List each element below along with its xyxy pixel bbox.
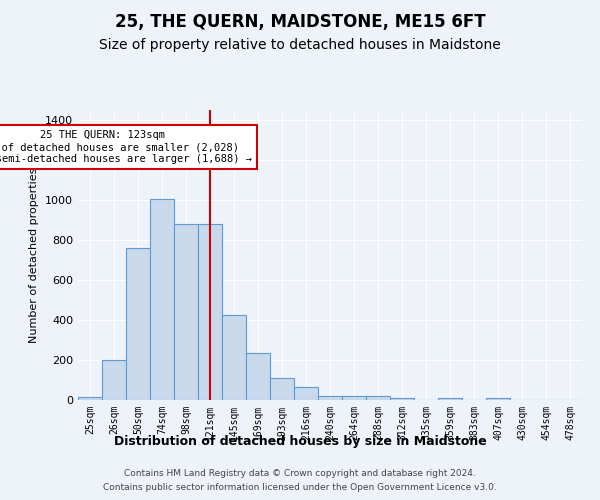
Bar bbox=[78, 397, 102, 400]
Text: Contains public sector information licensed under the Open Government Licence v3: Contains public sector information licen… bbox=[103, 484, 497, 492]
Text: Contains HM Land Registry data © Crown copyright and database right 2024.: Contains HM Land Registry data © Crown c… bbox=[124, 468, 476, 477]
Bar bbox=[342, 396, 366, 400]
Text: 25, THE QUERN, MAIDSTONE, ME15 6FT: 25, THE QUERN, MAIDSTONE, ME15 6FT bbox=[115, 12, 485, 30]
Bar bbox=[222, 315, 246, 400]
Text: 25 THE QUERN: 123sqm
← 54% of detached houses are smaller (2,028)
45% of semi-de: 25 THE QUERN: 123sqm ← 54% of detached h… bbox=[0, 130, 252, 164]
Bar bbox=[150, 199, 174, 400]
Bar bbox=[126, 248, 150, 400]
Bar bbox=[246, 353, 270, 400]
Bar bbox=[102, 360, 126, 400]
Bar bbox=[294, 387, 318, 400]
Bar bbox=[486, 398, 510, 400]
Bar bbox=[174, 224, 198, 400]
Y-axis label: Number of detached properties: Number of detached properties bbox=[29, 168, 40, 342]
Bar bbox=[270, 378, 294, 400]
Text: Distribution of detached houses by size in Maidstone: Distribution of detached houses by size … bbox=[113, 435, 487, 448]
Bar bbox=[366, 396, 390, 400]
Bar bbox=[198, 224, 222, 400]
Bar bbox=[390, 398, 414, 400]
Text: Size of property relative to detached houses in Maidstone: Size of property relative to detached ho… bbox=[99, 38, 501, 52]
Bar bbox=[318, 396, 342, 400]
Bar bbox=[438, 398, 462, 400]
